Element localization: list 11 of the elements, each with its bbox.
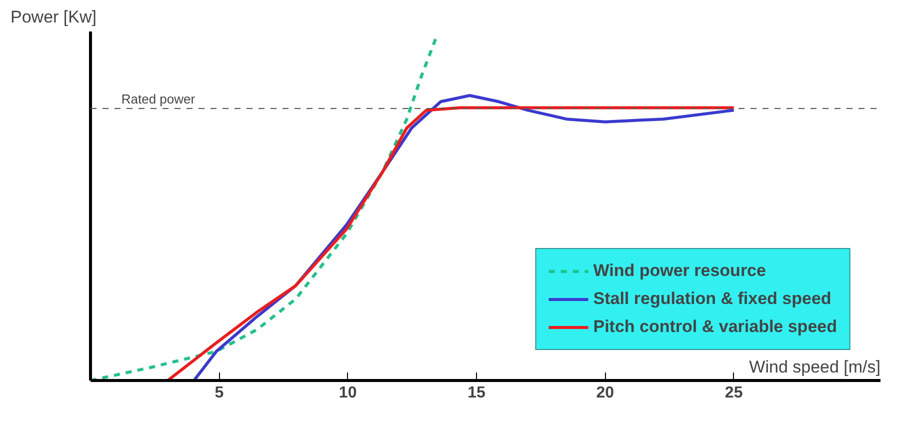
x-tick-label: 25 (724, 384, 743, 402)
x-tick-label: 15 (468, 384, 486, 402)
ref-line-label: Rated power (121, 91, 196, 106)
y-axis-title: Power [Kw] (10, 8, 96, 26)
legend-label: Stall regulation & fixed speed (593, 289, 832, 309)
x-tick-label: 20 (596, 384, 614, 402)
x-tick-label: 10 (338, 384, 357, 402)
x-axis-title: Wind speed [m/s] (749, 358, 880, 376)
legend-label: Wind power resource (593, 261, 766, 281)
x-tick-label: 5 (214, 384, 224, 402)
legend-label: Pitch control & variable speed (593, 317, 837, 337)
